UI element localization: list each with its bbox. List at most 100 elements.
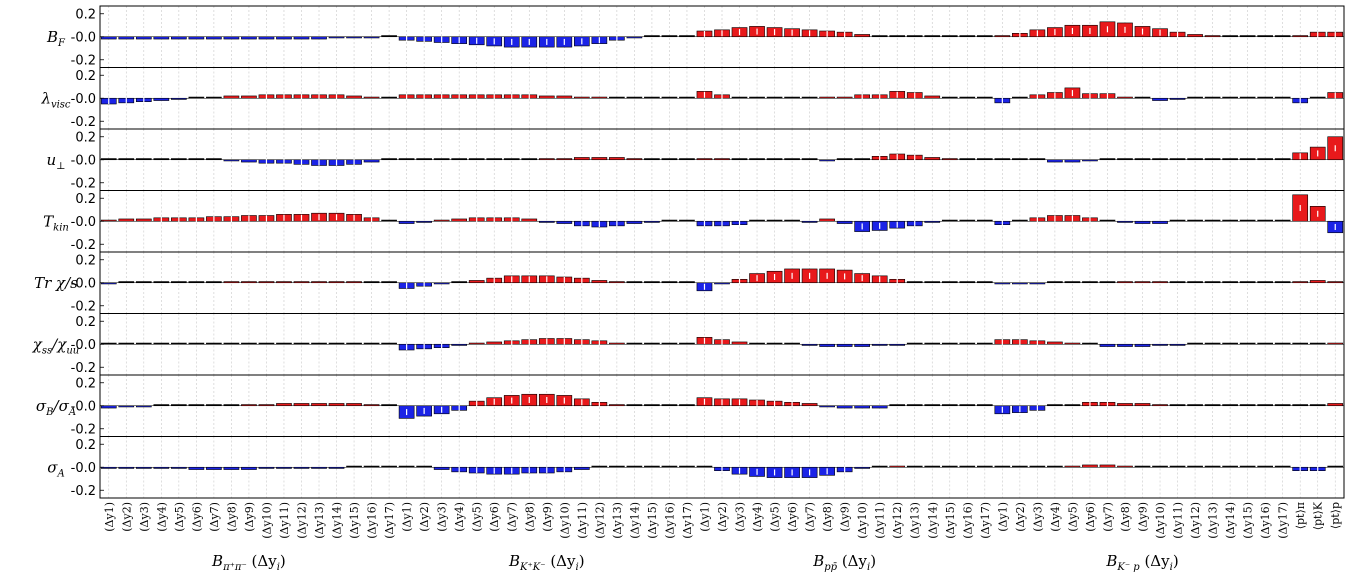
bar (819, 159, 835, 162)
x-tick-label: (Δy10) (260, 502, 273, 539)
bar (1117, 403, 1133, 407)
x-tick-label: (Δy16) (663, 502, 676, 539)
bar (1327, 342, 1344, 345)
bar (1187, 219, 1203, 222)
bar (766, 96, 783, 99)
bar (871, 405, 888, 409)
bar (135, 405, 152, 408)
bar (836, 405, 853, 409)
bar (538, 95, 555, 99)
bar (311, 281, 327, 284)
bar (1134, 158, 1151, 161)
x-tick-label: ⟨pt⟩K (1312, 501, 1325, 530)
x-tick-label: (Δy17) (681, 502, 694, 539)
bar (889, 343, 906, 346)
bar (906, 281, 923, 284)
bar (328, 342, 345, 345)
bar (1327, 465, 1344, 468)
bar (258, 466, 275, 469)
bar (1134, 220, 1151, 224)
bar (1222, 465, 1238, 468)
bar (679, 404, 695, 407)
x-tick-label: (Δy16) (1259, 502, 1272, 539)
bar (1012, 219, 1028, 222)
bar (206, 158, 222, 161)
group-label: BK⁺K⁻ (Δyi) (508, 552, 585, 573)
bar (976, 219, 993, 222)
bar (100, 36, 117, 40)
bar (784, 158, 800, 161)
bar (836, 158, 853, 161)
bar (906, 35, 923, 38)
bar (381, 219, 397, 222)
bar (276, 466, 292, 469)
bar (626, 36, 643, 39)
bar (1012, 158, 1028, 161)
bar (188, 466, 205, 470)
bar (293, 36, 310, 40)
bar (1082, 342, 1098, 345)
bar (661, 465, 678, 468)
bar (153, 36, 170, 40)
bar (1257, 342, 1273, 345)
bar (766, 158, 783, 161)
bar (1047, 465, 1063, 468)
bar (1082, 281, 1098, 284)
bar (1239, 35, 1256, 38)
bar (1222, 342, 1238, 345)
y-tick-label: -0.2 (71, 115, 96, 130)
bar (293, 466, 310, 469)
x-tick-label: (Δy7) (804, 502, 817, 532)
bar (661, 35, 678, 38)
y-tick-label: -0.2 (71, 176, 96, 191)
bar (433, 282, 450, 285)
bar (398, 220, 415, 224)
bar (1152, 404, 1168, 407)
bar (100, 466, 117, 469)
x-tick-label: (Δy9) (1137, 502, 1150, 532)
bar (1292, 404, 1309, 407)
bar (346, 281, 362, 284)
bar (486, 158, 503, 161)
panel-ylabel: σB/σA (36, 397, 76, 418)
bar (976, 158, 993, 161)
bar (363, 404, 380, 407)
bar (836, 96, 853, 99)
bar (118, 342, 135, 345)
bar (1292, 35, 1309, 38)
x-tick-label: (Δy10) (856, 502, 869, 539)
bar (118, 158, 135, 161)
bar (556, 220, 573, 224)
bar (1257, 281, 1273, 284)
bar (171, 404, 187, 407)
bar (206, 96, 222, 99)
bar (1117, 220, 1133, 223)
bar (626, 158, 643, 161)
bar (1222, 158, 1238, 161)
x-tick-label: (Δy9) (541, 502, 554, 532)
bar (801, 96, 818, 99)
bar (819, 96, 835, 99)
bar (223, 466, 240, 470)
bar (941, 219, 958, 222)
bar (889, 465, 906, 468)
bar (679, 342, 695, 345)
bar (1082, 464, 1098, 468)
y-tick-label: -0.2 (71, 53, 96, 68)
bar (276, 36, 292, 40)
bar (1117, 343, 1133, 347)
bar (626, 465, 643, 468)
panel-5: 0.2 -0.0 -0.2 χss/χuu (32, 313, 1345, 376)
bar (1099, 281, 1116, 284)
bar (644, 465, 660, 468)
bar (363, 342, 380, 345)
bar (609, 404, 625, 407)
bar (346, 95, 362, 99)
bar (468, 158, 485, 161)
bar (118, 405, 135, 408)
bar (171, 281, 187, 284)
x-tick-label: (Δy14) (926, 502, 939, 539)
bar (311, 36, 327, 40)
